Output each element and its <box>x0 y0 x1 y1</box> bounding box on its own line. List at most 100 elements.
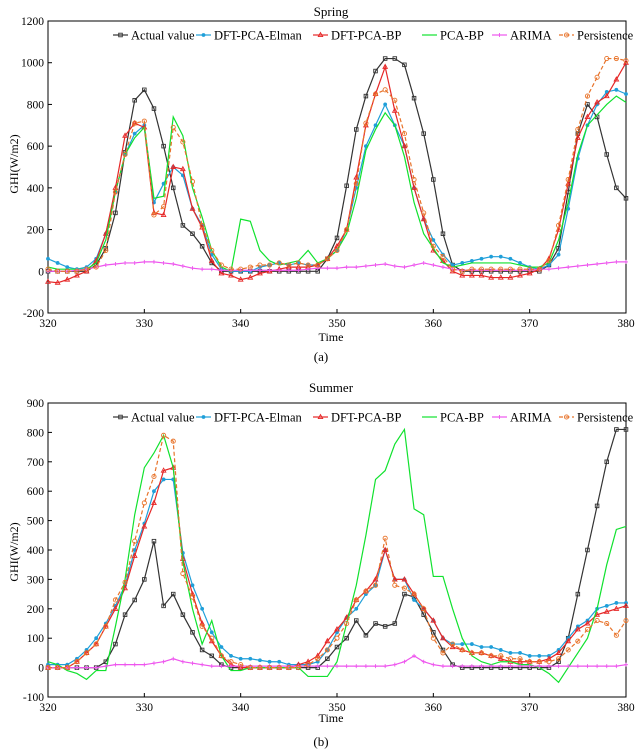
plus-marker <box>431 662 436 667</box>
series-arima <box>46 653 628 670</box>
square-marker <box>440 647 446 653</box>
plus-marker <box>65 665 70 670</box>
circle-marker <box>257 262 263 268</box>
triangle-marker <box>613 76 620 82</box>
dot-marker <box>508 651 513 655</box>
chart-caption: (b) <box>313 734 328 749</box>
dot-marker <box>489 254 494 259</box>
triangle-marker <box>131 552 138 558</box>
triangle-marker <box>317 413 324 420</box>
plus-marker <box>325 266 330 271</box>
plus-marker <box>113 662 118 667</box>
triangle-marker <box>584 113 591 119</box>
circle-marker <box>507 266 513 272</box>
dot-marker <box>624 92 628 96</box>
circle-marker <box>151 212 157 218</box>
y-tick-label: 100 <box>27 633 45 645</box>
triangle-marker <box>160 467 167 473</box>
square-marker <box>151 538 157 544</box>
square-marker <box>170 185 176 191</box>
triangle-marker <box>218 270 225 276</box>
plus-marker <box>392 662 397 667</box>
circle-marker <box>74 659 80 665</box>
circle-marker <box>83 650 90 656</box>
square-marker <box>118 414 123 420</box>
dot-marker <box>383 102 388 107</box>
circle-marker <box>132 120 138 126</box>
triangle-marker <box>507 274 514 280</box>
plus-marker <box>546 664 551 669</box>
triangle-marker <box>401 576 408 582</box>
circle-marker <box>546 258 552 264</box>
legend-label: DFT-PCA-Elman <box>214 411 302 425</box>
plus-marker <box>566 664 571 669</box>
circle-marker <box>83 266 90 272</box>
circle-marker <box>286 262 292 268</box>
dot-marker <box>498 648 503 652</box>
dot-marker <box>537 653 542 658</box>
triangle-marker <box>45 278 51 284</box>
plus-marker <box>450 664 455 669</box>
dot-marker <box>479 645 484 649</box>
dot-marker <box>277 659 282 664</box>
triangle-marker <box>305 658 312 664</box>
square-marker <box>142 577 147 582</box>
dot-marker <box>200 606 205 611</box>
y-tick-label: -100 <box>23 692 44 704</box>
square-marker <box>344 183 349 189</box>
triangle-marker <box>228 272 234 278</box>
series-line <box>47 95 627 273</box>
circle-marker <box>324 256 330 262</box>
plus-marker <box>421 659 426 664</box>
circle-marker <box>103 247 109 253</box>
circle-marker <box>189 594 196 600</box>
triangle-marker <box>526 270 533 276</box>
plus-marker <box>614 259 619 264</box>
circle-marker <box>45 665 51 671</box>
plus-marker <box>624 259 628 264</box>
square-marker <box>604 459 609 465</box>
legend-item-elman: DFT-PCA-Elman <box>196 29 302 43</box>
plus-marker <box>103 263 108 268</box>
dot-marker <box>267 659 272 664</box>
circle-marker <box>257 665 263 671</box>
square-marker <box>161 603 166 609</box>
square-marker <box>421 131 426 136</box>
square-marker <box>402 591 407 597</box>
square-marker <box>151 106 157 111</box>
triangle-marker <box>160 211 167 218</box>
y-tick-label: 200 <box>27 604 45 616</box>
square-marker <box>585 547 590 553</box>
dot-marker <box>201 415 206 419</box>
legend-label: PCA-BP <box>440 29 484 43</box>
plus-marker <box>229 664 234 669</box>
x-axis-label: Time <box>319 330 344 344</box>
triangle-marker <box>189 205 196 211</box>
plus-marker <box>267 268 272 273</box>
circle-marker <box>421 606 427 612</box>
square-marker <box>170 591 176 597</box>
dot-marker <box>258 658 262 663</box>
circle-marker <box>344 620 350 627</box>
circle-marker <box>122 579 128 585</box>
dot-marker <box>296 261 301 265</box>
square-marker <box>623 427 629 432</box>
plus-marker <box>190 266 195 271</box>
dot-marker <box>518 261 522 265</box>
circle-marker <box>218 262 224 268</box>
x-tick-label: 380 <box>617 702 635 714</box>
x-tick-label: 370 <box>521 318 539 330</box>
circle-marker <box>450 641 456 647</box>
circle-marker <box>228 659 234 665</box>
circle-marker <box>604 55 610 62</box>
plus-marker <box>123 260 128 265</box>
triangle-marker <box>411 184 418 190</box>
y-tick-label: 500 <box>27 516 45 528</box>
plus-marker <box>383 261 388 266</box>
plus-marker <box>585 664 590 669</box>
dot-marker <box>65 265 70 270</box>
plus-marker <box>161 659 166 664</box>
legend-item-pcabp: PCA-BP <box>422 29 484 43</box>
triangle-marker <box>237 664 244 670</box>
